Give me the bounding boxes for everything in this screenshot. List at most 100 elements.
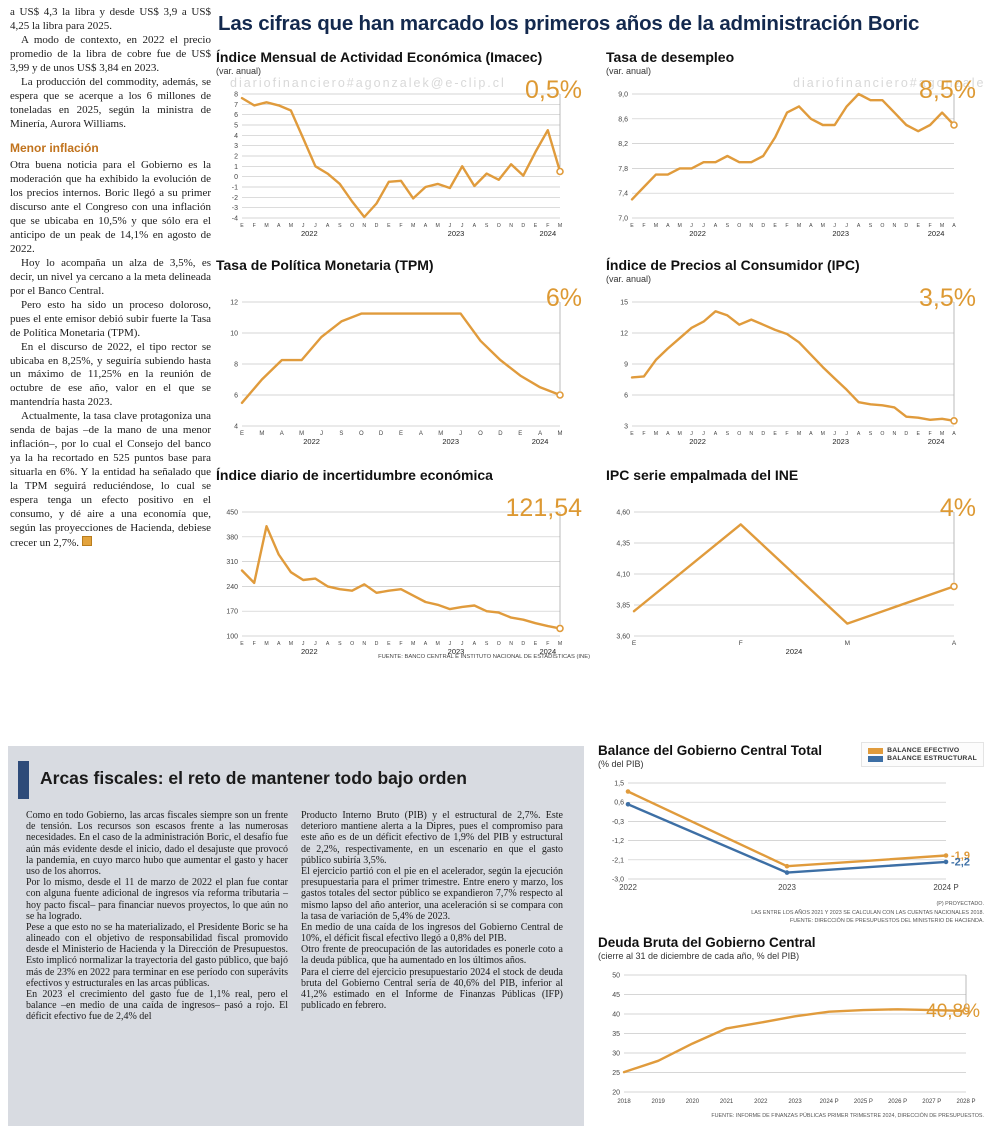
- chart-header: Índice Mensual de Actividad Económica (I…: [216, 50, 590, 80]
- footnote: FUENTE: INFORME DE FINANZAS PÚBLICAS PRI…: [711, 1113, 984, 1120]
- chart-balance-gobierno-central: Balance del Gobierno Central Total (% de…: [598, 742, 984, 926]
- svg-text:N: N: [362, 641, 366, 647]
- chart-header: IPC serie empalmada del INE: [606, 468, 984, 498]
- legend-label: BALANCE EFECTIVO: [887, 747, 960, 754]
- svg-text:S: S: [485, 223, 489, 229]
- svg-text:2028 P: 2028 P: [956, 1099, 975, 1105]
- svg-text:2023: 2023: [448, 647, 465, 656]
- svg-text:A: A: [666, 431, 670, 437]
- svg-text:A: A: [419, 431, 423, 437]
- svg-text:E: E: [773, 431, 777, 437]
- svg-text:M: M: [845, 640, 850, 647]
- line-chart-plot: 9,0 8,6 8,2 7,8 7,4 7,0 E F M A M J J A S O N D E F M A M J J A S O…: [606, 86, 984, 243]
- svg-text:N: N: [893, 223, 897, 229]
- chart-imacec: Índice Mensual de Actividad Económica (I…: [216, 50, 590, 243]
- svg-text:M: M: [264, 223, 268, 229]
- svg-text:25: 25: [612, 1070, 620, 1077]
- svg-text:2022: 2022: [303, 437, 320, 446]
- chart-highlight-value: 6%: [545, 284, 582, 312]
- svg-text:-4: -4: [232, 216, 238, 223]
- svg-text:M: M: [558, 641, 562, 647]
- svg-text:D: D: [761, 431, 765, 437]
- svg-text:M: M: [289, 641, 293, 647]
- svg-text:F: F: [642, 223, 645, 229]
- svg-text:-0,3: -0,3: [612, 819, 624, 826]
- svg-text:M: M: [299, 431, 304, 437]
- svg-text:S: S: [338, 223, 342, 229]
- svg-text:2022: 2022: [754, 1099, 768, 1105]
- svg-text:3,85: 3,85: [616, 603, 630, 610]
- svg-text:A: A: [952, 223, 956, 229]
- fiscal-paragraph: Producto Interno Bruto (PIB) y el estruc…: [301, 810, 563, 866]
- svg-text:3: 3: [624, 424, 628, 431]
- svg-text:2024: 2024: [539, 647, 556, 656]
- svg-text:170: 170: [226, 609, 238, 616]
- fiscal-text-columns: Como en todo Gobierno, las arcas fiscale…: [26, 810, 563, 1023]
- svg-text:A: A: [424, 223, 428, 229]
- article-paragraph-text: Actualmente, la tasa clave protagoniza u…: [10, 410, 211, 550]
- svg-text:380: 380: [226, 534, 238, 541]
- svg-text:M: M: [940, 223, 944, 229]
- svg-text:E: E: [632, 640, 637, 647]
- line-chart-plot: 15 12 9 6 3 E F M A M J J A S O N D E F M A M J J A S O N D E F M A 2022 2…: [606, 294, 984, 451]
- svg-text:S: S: [869, 431, 873, 437]
- svg-text:6: 6: [234, 393, 238, 400]
- svg-text:45: 45: [612, 992, 620, 999]
- footnote: FUENTE: DIRECCIÓN DE PRESUPUESTOS DEL MI…: [789, 918, 984, 925]
- svg-text:0: 0: [234, 174, 238, 181]
- svg-text:J: J: [320, 431, 323, 437]
- svg-text:M: M: [259, 431, 264, 437]
- svg-text:M: M: [678, 223, 682, 229]
- svg-text:N: N: [893, 431, 897, 437]
- svg-text:2019: 2019: [652, 1099, 666, 1105]
- svg-text:F: F: [785, 431, 788, 437]
- svg-text:S: S: [485, 641, 489, 647]
- fiscal-headline: Arcas fiscales: el reto de mantener todo…: [40, 768, 467, 788]
- svg-text:6: 6: [624, 393, 628, 400]
- article-paragraph: Otra buena noticia para el Gobierno es l…: [10, 158, 211, 255]
- svg-text:A: A: [538, 431, 542, 437]
- svg-text:O: O: [497, 641, 501, 647]
- svg-text:F: F: [929, 431, 932, 437]
- svg-text:450: 450: [226, 510, 238, 517]
- chart-legend: BALANCE EFECTIVO BALANCE ESTRUCTURAL: [861, 742, 984, 767]
- legend-swatch-estructural: [868, 755, 884, 762]
- svg-text:3: 3: [234, 143, 238, 150]
- svg-text:A: A: [714, 223, 718, 229]
- svg-text:E: E: [387, 641, 391, 647]
- chart-title: IPC serie empalmada del INE: [606, 467, 799, 483]
- svg-text:D: D: [375, 641, 379, 647]
- svg-text:J: J: [833, 223, 836, 229]
- svg-text:M: M: [289, 223, 293, 229]
- svg-text:D: D: [904, 431, 908, 437]
- svg-text:-2: -2: [232, 195, 238, 202]
- svg-text:E: E: [240, 641, 244, 647]
- chart-header: Tasa de desempleo (var. anual): [606, 50, 984, 80]
- svg-text:D: D: [498, 431, 503, 437]
- svg-text:100: 100: [226, 634, 238, 641]
- svg-text:30: 30: [612, 1051, 620, 1058]
- svg-text:2027 P: 2027 P: [922, 1099, 941, 1105]
- fiscal-column-2: Producto Interno Bruto (PIB) y el estruc…: [301, 810, 563, 1023]
- watermark: diariofinanciero#agonzalek@e-clip.cl: [230, 76, 506, 90]
- svg-text:2024: 2024: [786, 647, 803, 656]
- svg-text:A: A: [473, 641, 477, 647]
- svg-text:M: M: [678, 431, 682, 437]
- svg-text:E: E: [387, 223, 391, 229]
- svg-text:2023: 2023: [448, 229, 465, 238]
- svg-text:E: E: [534, 641, 538, 647]
- svg-text:F: F: [399, 223, 402, 229]
- svg-text:7,0: 7,0: [618, 216, 628, 223]
- svg-text:D: D: [375, 223, 379, 229]
- svg-text:2024: 2024: [928, 437, 945, 446]
- svg-text:M: M: [797, 223, 801, 229]
- svg-text:M: M: [797, 431, 801, 437]
- svg-text:F: F: [546, 223, 549, 229]
- svg-text:2022: 2022: [619, 883, 637, 892]
- svg-text:M: M: [821, 431, 825, 437]
- svg-text:6: 6: [234, 112, 238, 119]
- watermark: diariofinanciero#agonzalek@e-clip.cl: [793, 76, 985, 90]
- svg-text:8,2: 8,2: [618, 141, 628, 148]
- svg-text:2023: 2023: [442, 437, 459, 446]
- svg-text:12: 12: [230, 300, 238, 307]
